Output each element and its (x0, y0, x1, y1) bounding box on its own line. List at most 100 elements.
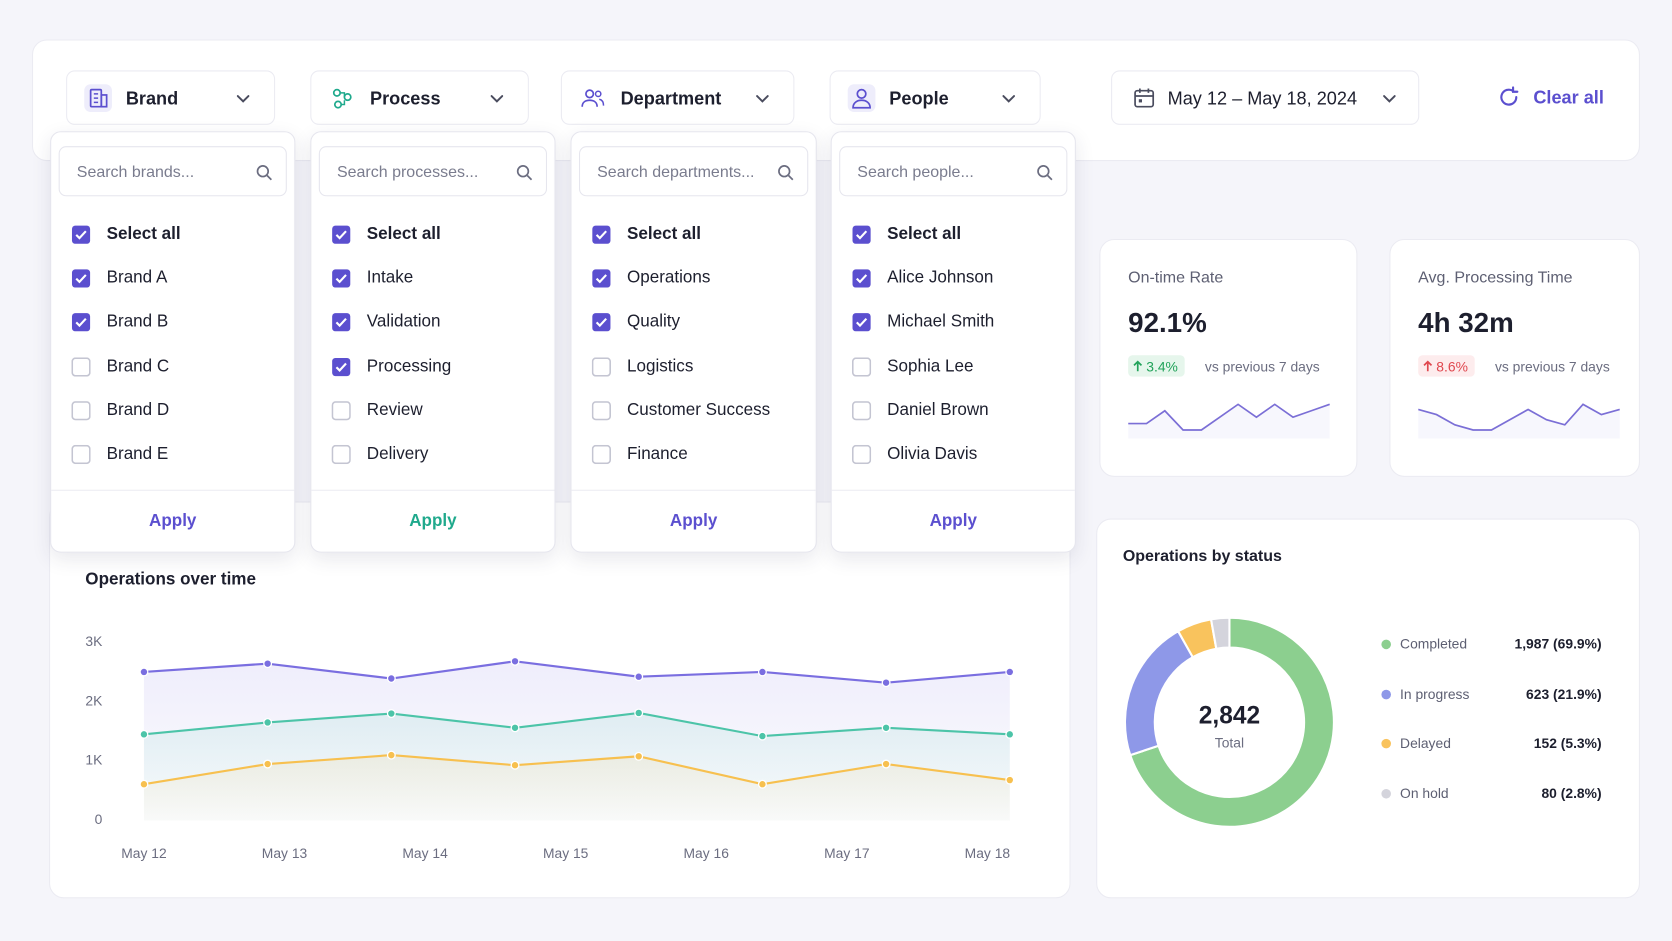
point (386, 674, 396, 683)
option-label: Validation (366, 313, 441, 332)
filter-button[interactable]: Department (560, 70, 795, 125)
option-row[interactable]: Brand C (51, 352, 296, 382)
apply-button[interactable]: Apply (149, 512, 197, 531)
checkbox (71, 225, 91, 244)
option-row[interactable]: Alice Johnson (832, 264, 1077, 294)
divider (571, 489, 816, 491)
option-row[interactable]: Finance (572, 440, 818, 470)
point (386, 750, 396, 760)
line (143, 711, 1010, 738)
option-row[interactable]: Logistics (572, 352, 818, 382)
date-button[interactable]: May 12 – May 18, 2024 (1111, 70, 1420, 125)
checkbox (332, 357, 351, 376)
donut-title: Operations by status (1122, 547, 1282, 566)
search-icon (256, 165, 272, 181)
chevron (236, 95, 250, 103)
option-label: Alice Johnson (887, 269, 994, 288)
check (335, 362, 347, 372)
chevron (756, 95, 769, 103)
checkbox-box (851, 400, 872, 421)
checkbox-box (591, 444, 611, 465)
legend-value: 80 (2.8%) (1541, 785, 1602, 802)
option-row[interactable]: Brand B (51, 308, 296, 338)
option-row[interactable]: Brand A (51, 264, 296, 294)
point (1005, 775, 1015, 785)
search-box[interactable]: Search departments... (579, 146, 809, 197)
y-tick-label: 3K (85, 633, 103, 649)
refresh-icon (1500, 86, 1519, 106)
option-label: Brand D (106, 400, 170, 420)
clear-all[interactable]: Clear all (1533, 87, 1604, 108)
checkbox-box (592, 313, 611, 332)
option-row[interactable]: Customer Success (572, 396, 818, 426)
option-row[interactable]: Validation (311, 308, 556, 338)
kpi-title: On-time Rate (1128, 268, 1224, 287)
option-label: Logistics (626, 356, 694, 376)
checkbox-box (592, 269, 611, 288)
option-label: Select all (366, 225, 441, 244)
apply-button[interactable]: Apply (929, 512, 977, 531)
legend-dot (1381, 639, 1391, 650)
option-row[interactable]: Daniel Brown (832, 396, 1077, 426)
chevron (1383, 95, 1396, 103)
option-row[interactable]: Select all (311, 220, 556, 250)
point (881, 678, 891, 688)
option-row[interactable]: Intake (311, 264, 556, 294)
option-row[interactable]: Brand E (51, 440, 296, 470)
checkbox-box (71, 356, 91, 377)
checkbox-box (852, 313, 871, 332)
change-pill: 3.4% (1128, 355, 1185, 377)
apply-button[interactable]: Apply (409, 512, 457, 531)
line (143, 754, 1010, 786)
option-label: Brand C (106, 356, 170, 376)
option-label: Customer Success (626, 400, 771, 420)
point (634, 672, 644, 682)
x-tick-label: May 17 (824, 845, 870, 861)
option-row[interactable]: Brand D (51, 396, 296, 426)
apply-button[interactable]: Apply (669, 512, 718, 531)
filter-button[interactable]: Process (310, 70, 529, 125)
area (143, 755, 1010, 821)
checkbox (852, 313, 871, 332)
sparkline (1128, 403, 1330, 439)
checkbox-box (591, 400, 611, 421)
checkbox (592, 313, 611, 332)
filter-button[interactable]: People (829, 70, 1041, 125)
option-row[interactable]: Review (311, 396, 556, 426)
date-label: May 12 – May 18, 2024 (1167, 88, 1358, 109)
search-box[interactable]: Search processes... (318, 146, 548, 197)
option-row[interactable]: Olivia Davis (832, 440, 1077, 470)
legend-label: On hold (1400, 785, 1449, 802)
calendar-icon (1134, 88, 1155, 108)
donut-chart: 2,842 Total (1123, 616, 1335, 828)
option-row[interactable]: Michael Smith (832, 308, 1077, 338)
checkbox (592, 225, 611, 244)
check (75, 230, 87, 240)
search-box[interactable]: Search people... (839, 146, 1068, 197)
option-row[interactable]: Delivery (311, 440, 556, 470)
line (143, 660, 1010, 684)
comparison: vs previous 7 days (1494, 358, 1610, 375)
legend-value: 1,987 (69.9%) (1514, 635, 1602, 652)
option-label: Finance (626, 444, 688, 464)
comparison: vs previous 7 days (1204, 358, 1320, 375)
option-row[interactable]: Processing (311, 352, 556, 382)
legend-label: In progress (1400, 685, 1470, 702)
filter-label: Department (620, 88, 722, 109)
search-box[interactable]: Search brands... (58, 146, 287, 197)
option-label: Delivery (366, 444, 429, 464)
option-row[interactable]: Select all (572, 220, 818, 250)
checkbox (591, 356, 611, 377)
option-row[interactable]: Select all (832, 220, 1077, 250)
option-row[interactable]: Quality (572, 308, 818, 338)
point (263, 717, 273, 727)
option-row[interactable]: Operations (572, 264, 818, 294)
filter-button[interactable]: Brand (66, 70, 276, 125)
option-label: Olivia Davis (887, 444, 978, 464)
dropdown-panel: Search processes... Select all Intake Valid… (310, 131, 556, 553)
option-row[interactable]: Sophia Lee (832, 352, 1077, 382)
option-row[interactable]: Select all (51, 220, 296, 250)
checkbox-box (331, 444, 351, 465)
legend-value: 623 (21.9%) (1526, 685, 1602, 702)
dropdown-panel: Search people... Select all Alice Johnson M… (830, 131, 1077, 553)
